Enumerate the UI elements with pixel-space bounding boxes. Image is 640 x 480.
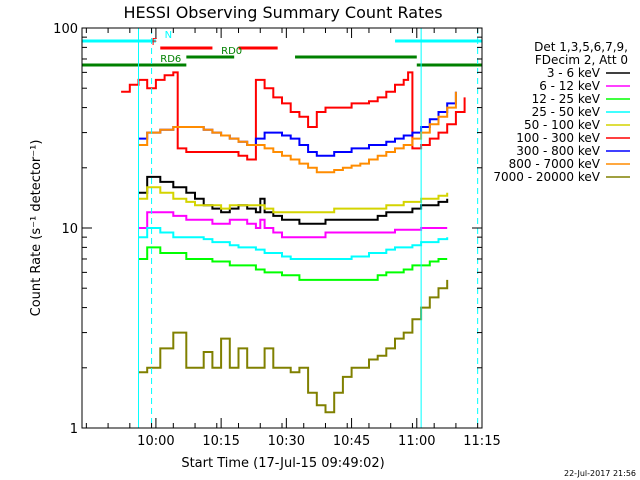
legend-entry-label: 50 - 100 keV — [524, 118, 601, 132]
series-line — [138, 279, 449, 414]
series-line — [121, 71, 466, 161]
legend: Det 1,3,5,6,7,9,FDecim 2, Att 03 - 6 keV… — [493, 40, 630, 184]
x-tick-label: 10:15 — [202, 434, 239, 449]
series-line — [138, 211, 448, 239]
x-tick-label: 10:00 — [137, 434, 174, 449]
status-bar-label: F — [152, 37, 158, 48]
legend-entry-label: 12 - 25 keV — [532, 92, 601, 106]
series-line — [138, 227, 449, 260]
legend-header: FDecim 2, Att 0 — [535, 53, 628, 67]
y-tick-label: 100 — [53, 22, 78, 37]
legend-entry-label: 7000 - 20000 keV — [493, 170, 600, 184]
series-line — [138, 91, 457, 174]
status-bars: NF RD0 RD6 — [82, 30, 482, 67]
series-line — [138, 246, 448, 281]
legend-header: Det 1,3,5,6,7,9, — [534, 40, 628, 54]
x-tick-label: 11:00 — [398, 434, 435, 449]
status-bar-label: N — [165, 30, 172, 41]
x-axis-label: Start Time (17-Jul-15 09:49:02) — [181, 456, 384, 471]
chart-title: HESSI Observing Summary Count Rates — [123, 3, 442, 22]
x-tick-label: 11:15 — [463, 434, 500, 449]
y-axis-label: Count Rate (s⁻¹ detector⁻¹) — [29, 140, 44, 317]
status-bar-label: RD6 — [160, 54, 181, 65]
legend-entry-label: 6 - 12 keV — [539, 79, 601, 93]
legend-entry-label: 800 - 7000 keV — [509, 157, 601, 171]
legend-entry-label: 300 - 800 keV — [516, 144, 600, 158]
series-line — [138, 175, 449, 225]
y-tick-label: 1 — [70, 422, 78, 437]
series-line — [138, 91, 457, 157]
axes: 10:00 10:15 10:30 10:45 11:00 11:15 1 10 100 — [53, 22, 501, 449]
series-line — [138, 186, 449, 214]
series-layer — [121, 71, 466, 414]
status-bar-label: RD0 — [221, 46, 242, 57]
legend-entry-label: 3 - 6 keV — [547, 66, 601, 80]
y-tick-label: 10 — [61, 222, 78, 237]
legend-entry-label: 100 - 300 keV — [516, 131, 600, 145]
legend-entry-label: 25 - 50 keV — [532, 105, 601, 119]
x-tick-label: 10:30 — [268, 434, 305, 449]
x-tick-label: 10:45 — [333, 434, 370, 449]
timestamp: 22-Jul-2017 21:56 — [564, 469, 636, 478]
